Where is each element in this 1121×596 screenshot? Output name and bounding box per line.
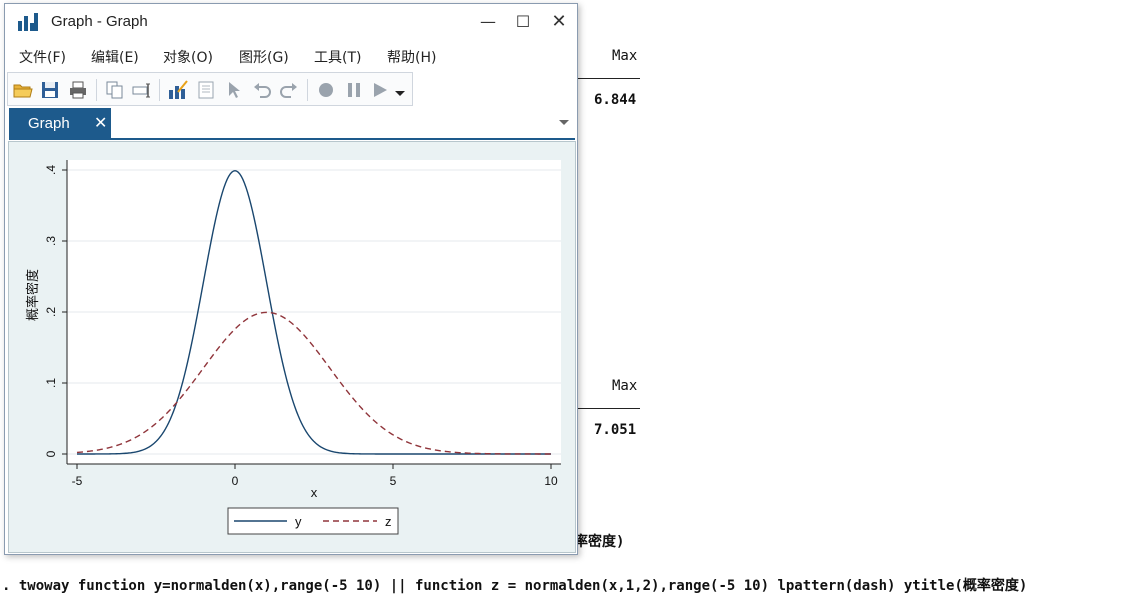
y-tick-label: .2: [44, 307, 58, 317]
close-button[interactable]: ✕: [551, 10, 567, 32]
max-value-1: 6.844: [594, 92, 637, 108]
tab-graph-label: Graph: [28, 115, 70, 132]
tab-close-icon[interactable]: ✕: [94, 113, 108, 132]
play-icon[interactable]: [370, 80, 390, 100]
legend: y z: [227, 507, 399, 535]
stata-graph-icon: [18, 13, 38, 31]
record-icon[interactable]: [316, 80, 336, 100]
y-tick-label: 0: [44, 450, 58, 457]
truncated-command-tail: 率密度): [574, 534, 625, 550]
toolbar-separator: [96, 79, 97, 101]
series-line-z: [76, 311, 551, 455]
tab-list-chevron-icon[interactable]: [557, 116, 571, 128]
menu-tools[interactable]: 工具(T): [314, 50, 362, 66]
menu-help[interactable]: 帮助(H): [387, 50, 437, 66]
toolbar-separator: [307, 79, 308, 101]
minimize-button[interactable]: —: [480, 11, 496, 31]
maximize-button[interactable]: ☐: [515, 11, 531, 31]
pause-icon[interactable]: [344, 80, 364, 100]
copy-graph-icon[interactable]: [105, 80, 125, 100]
save-icon[interactable]: [40, 80, 60, 100]
tab-graph[interactable]: Graph ✕: [9, 108, 111, 140]
toolbar-separator: [159, 79, 160, 101]
open-folder-icon[interactable]: [13, 80, 33, 100]
graph-editor-icon[interactable]: [168, 80, 188, 100]
legend-label-z: z: [385, 514, 392, 529]
graph-window: Graph - Graph — ☐ ✕ 文件(F) 编辑(E) 对象(O) 图形…: [4, 3, 578, 555]
rename-icon[interactable]: [132, 80, 152, 100]
max-header-2: Max: [612, 378, 638, 394]
y-tick-label: .3: [44, 236, 58, 246]
print-icon[interactable]: [68, 80, 88, 100]
y-tick-label: .1: [44, 378, 58, 388]
menu-edit[interactable]: 编辑(E): [91, 50, 139, 66]
x-axis-title: x: [311, 485, 318, 500]
select-pointer-icon[interactable]: [224, 80, 244, 100]
series-line-y: [77, 170, 551, 455]
table-rule-2: [578, 408, 640, 409]
density-chart: 0 .1 .2 .3 .4 -5 0 5 10 概率密度 x y z: [25, 160, 561, 535]
menu-graph[interactable]: 图形(G): [239, 50, 289, 66]
undo-icon[interactable]: [252, 80, 272, 100]
menu-file[interactable]: 文件(F): [19, 50, 66, 66]
window-title: Graph - Graph: [51, 13, 148, 30]
graph-canvas: 0 .1 .2 .3 .4 -5 0 5 10 概率密度 x y z: [8, 141, 576, 553]
x-tick-label: 0: [232, 474, 239, 488]
redo-icon[interactable]: [279, 80, 299, 100]
tab-underline: [9, 138, 575, 140]
y-tick-label: .4: [44, 165, 58, 175]
max-value-2: 7.051: [594, 422, 637, 438]
menu-object[interactable]: 对象(O): [163, 50, 213, 66]
tab-strip: Graph ✕: [5, 108, 577, 140]
properties-icon[interactable]: [196, 80, 216, 100]
legend-label-y: y: [295, 514, 302, 529]
menu-bar: 文件(F) 编辑(E) 对象(O) 图形(G) 工具(T) 帮助(H): [5, 42, 577, 68]
max-header-1: Max: [612, 48, 638, 64]
x-tick-label: 5: [390, 474, 397, 488]
table-rule-1: [578, 78, 640, 79]
title-bar[interactable]: Graph - Graph — ☐ ✕: [5, 4, 577, 38]
x-tick-label: -5: [72, 474, 83, 488]
command-line: . twoway function y=normalden(x),range(-…: [2, 578, 1028, 594]
y-axis-title: 概率密度: [25, 269, 40, 321]
x-tick-label: 10: [544, 474, 558, 488]
toolbar: [7, 72, 413, 106]
dropdown-arrow-icon[interactable]: [394, 80, 406, 100]
